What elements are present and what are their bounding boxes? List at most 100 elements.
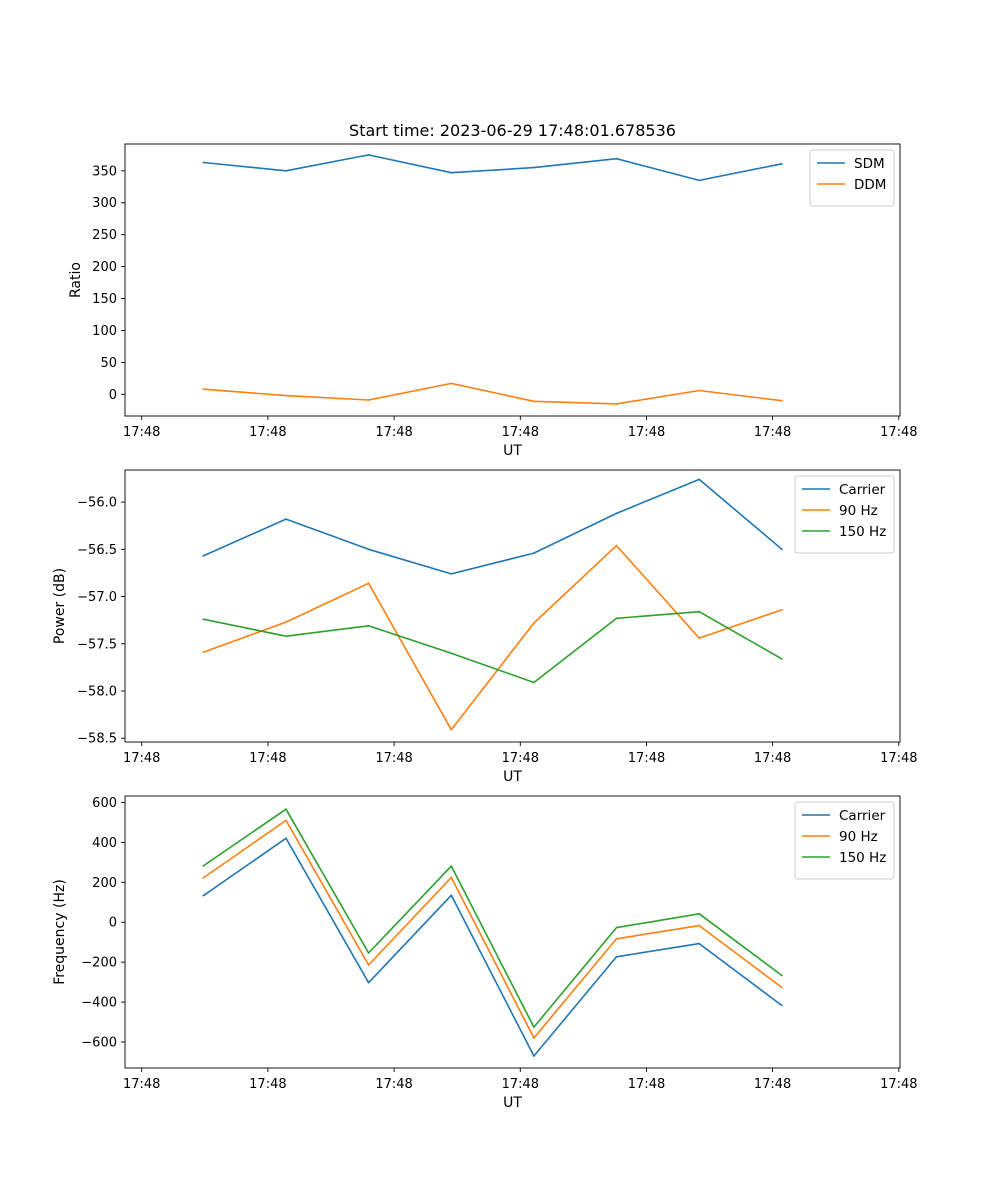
y-tick-label: −58.0 (77, 685, 117, 700)
y-tick-label: 200 (92, 260, 117, 275)
y-axis-label: Frequency (Hz) (52, 879, 68, 985)
y-tick-label: −58.5 (77, 732, 117, 747)
data-point (202, 161, 205, 164)
y-tick-label: 400 (92, 836, 117, 851)
legend-label: DDM (854, 177, 886, 193)
x-tick-label: 17:48 (375, 751, 412, 766)
x-tick-label: 17:48 (628, 751, 665, 766)
y-tick-label: 300 (92, 196, 117, 211)
legend-box (794, 475, 895, 554)
data-point (367, 548, 370, 551)
y-tick-label: −57.5 (77, 637, 117, 652)
x-tick-label: 17:48 (754, 751, 791, 766)
x-tick-label: 17:48 (628, 425, 665, 440)
series-line-carrier (202, 478, 783, 575)
figure-title: Start time: 2023-06-29 17:48:01.678536 (349, 121, 676, 140)
x-tick-label: 17:48 (880, 425, 917, 440)
data-point (450, 572, 453, 575)
data-point (450, 894, 453, 897)
y-tick-label: −400 (81, 996, 117, 1011)
y-tick-label: −600 (81, 1036, 117, 1051)
data-point (367, 153, 370, 156)
plot-frame (124, 143, 901, 417)
data-point (285, 518, 287, 521)
data-point (202, 876, 205, 879)
x-tick-label: 17:48 (502, 1077, 539, 1092)
data-point (285, 635, 287, 638)
data-point (780, 986, 783, 989)
data-point (698, 179, 701, 182)
x-tick-label: 17:48 (502, 751, 539, 766)
data-point (450, 171, 453, 174)
y-tick-label: 250 (92, 228, 117, 243)
series-line-150-hz (202, 808, 783, 1028)
data-point (615, 544, 618, 547)
data-point (533, 681, 535, 684)
series-line-ddm (203, 382, 782, 405)
data-point (533, 166, 535, 169)
y-tick-label: −56.5 (77, 543, 117, 558)
data-point (367, 624, 370, 627)
legend-label: 90 Hz (839, 503, 878, 519)
x-axis-label: UT (503, 1095, 522, 1111)
data-point (533, 552, 535, 555)
y-tick-label: 100 (92, 324, 117, 339)
data-point (450, 876, 453, 879)
data-point (615, 937, 618, 940)
x-axis-label: UT (503, 443, 522, 459)
series-line-90-hz (203, 544, 783, 731)
legend-label: Carrier (839, 808, 886, 824)
x-tick-label: 17:48 (754, 425, 791, 440)
data-point (450, 382, 453, 385)
data-point (285, 808, 287, 811)
legend-box (809, 149, 895, 207)
data-point (285, 621, 287, 623)
series-line-carrier (202, 837, 783, 1057)
data-point (698, 389, 701, 392)
series-line-sdm (203, 154, 783, 182)
x-tick-label: 17:48 (375, 425, 412, 440)
y-tick-label: −56.0 (77, 496, 117, 511)
data-point (202, 864, 205, 867)
data-point (202, 618, 205, 621)
y-axis-label: Power (dB) (52, 568, 68, 644)
y-tick-label: 150 (92, 292, 117, 307)
legend-label: 90 Hz (839, 829, 878, 845)
x-tick-label: 17:48 (628, 1077, 665, 1092)
y-axis-label: Ratio (68, 262, 84, 298)
data-point (780, 608, 783, 611)
data-point (615, 157, 618, 160)
data-point (202, 894, 205, 897)
data-point (698, 637, 701, 640)
data-point (780, 548, 783, 551)
x-tick-label: 17:48 (880, 751, 917, 766)
y-tick-label: 0 (109, 916, 117, 931)
legend-label: 150 Hz (839, 850, 886, 866)
x-tick-label: 17:48 (123, 751, 160, 766)
x-tick-label: 17:48 (375, 1077, 412, 1092)
data-point (450, 865, 453, 867)
data-point (533, 1026, 535, 1028)
data-point (367, 582, 370, 585)
x-tick-label: 17:48 (754, 1077, 791, 1092)
data-point (367, 399, 370, 401)
x-tick-label: 17:48 (123, 425, 160, 440)
legend-label: Carrier (839, 482, 886, 498)
data-point (533, 1037, 535, 1039)
data-point (780, 162, 783, 165)
x-tick-label: 17:48 (123, 1077, 160, 1092)
data-point (202, 555, 205, 557)
x-tick-label: 17:48 (502, 425, 539, 440)
data-point (202, 651, 205, 654)
data-point (533, 400, 535, 403)
data-point (285, 837, 287, 840)
data-point (285, 169, 287, 172)
data-point (780, 399, 783, 402)
data-point (780, 974, 783, 977)
data-point (698, 912, 701, 915)
data-point (285, 819, 287, 822)
data-point (698, 610, 701, 613)
legend-label: 150 Hz (839, 524, 886, 540)
x-tick-label: 17:48 (880, 1077, 917, 1092)
data-point (780, 657, 783, 660)
